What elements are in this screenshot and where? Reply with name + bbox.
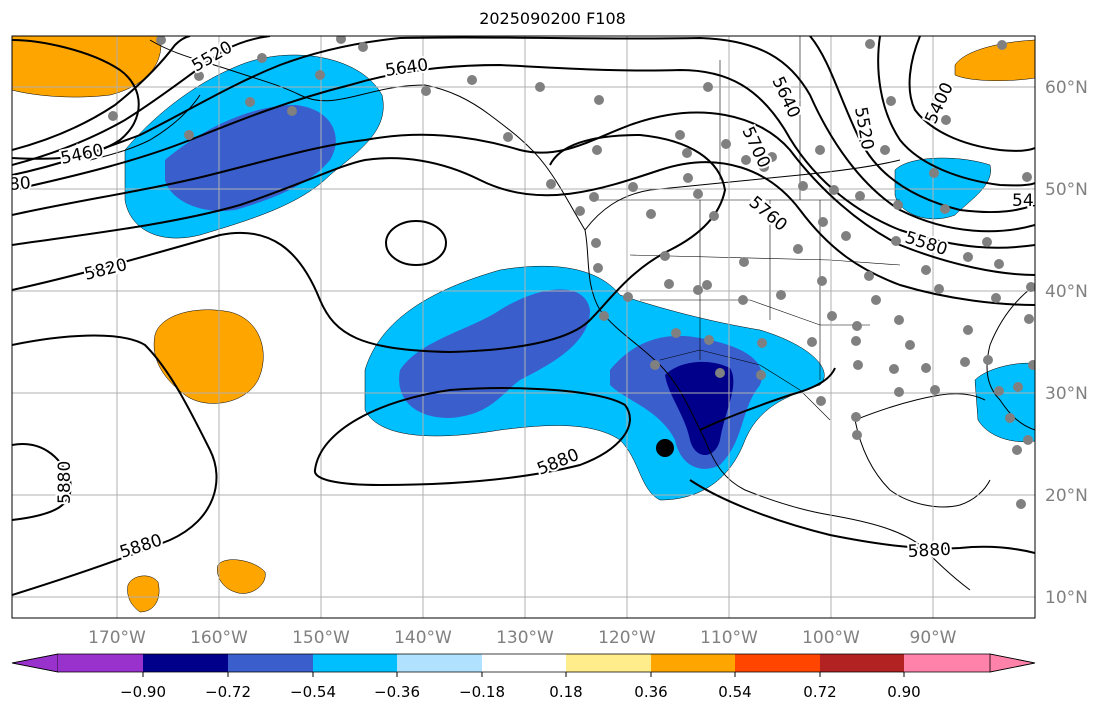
station-markers: [108, 36, 1035, 509]
contour-5580: [12, 36, 1035, 233]
contour-5880-west: [12, 443, 72, 521]
contour-label: 5880: [534, 445, 582, 480]
contour-label: 5820: [82, 255, 129, 285]
positive-anomaly-siberia: [12, 36, 162, 98]
longitude-label: 100°W: [802, 628, 860, 648]
longitude-label: 160°W: [190, 628, 248, 648]
positive-anomaly-southwest-1: [127, 575, 160, 613]
contour-5760: [12, 157, 1035, 306]
longitude-label: 170°W: [88, 628, 146, 648]
colorbar-tick-label: −0.54: [290, 683, 336, 701]
colorbar-swatch: [651, 654, 735, 672]
contour-label: 5880: [55, 461, 75, 504]
map-frame: [11, 35, 1036, 619]
colorbar-outline: [11, 653, 1036, 673]
longitude-label: 150°W: [292, 628, 350, 648]
latitude-label: 20°N: [1045, 486, 1088, 506]
negative-anomaly-florida: [974, 362, 1035, 443]
highlight-station-marker: [656, 439, 674, 457]
contour-5880-east: [689, 479, 1035, 554]
colorbar-tick-label: −0.18: [459, 683, 505, 701]
colorbar-tick-label: 0.54: [718, 683, 751, 701]
contour-label: 5760: [745, 193, 791, 236]
longitude-label: 130°W: [496, 628, 554, 648]
colorbar-swatch: [735, 654, 820, 672]
contour-5640: [12, 63, 1035, 249]
contour-label: 5580: [0, 173, 32, 197]
longitude-label: 120°W: [598, 628, 656, 648]
latitude-label: 60°N: [1045, 78, 1088, 98]
colorbar-swatch: [58, 654, 143, 672]
contour-siberia-low: [12, 39, 140, 160]
colorbar-swatch: [904, 654, 990, 672]
height-contours: [12, 36, 1035, 596]
colorbar-swatch: [820, 654, 904, 672]
colorbar-tick-label: 0.18: [549, 683, 582, 701]
colorbar-extend-low: [11, 653, 59, 673]
colorbar-tick-label: 0.90: [887, 683, 920, 701]
positive-anomaly-hawaii: [153, 309, 264, 404]
colorbar-swatch: [313, 654, 397, 672]
negative-anomaly-baja-strong: [665, 361, 734, 455]
map-area: 5520 5640 5460 5580 5820 5640 5700 5520 …: [0, 36, 1035, 618]
contour-5700: [12, 111, 1035, 276]
colorbar-swatch: [143, 654, 228, 672]
colorbar-swatch: [566, 654, 651, 672]
colorbar-extend-high: [989, 653, 1036, 673]
longitude-label: 90°W: [910, 628, 957, 648]
latitude-label: 40°N: [1045, 282, 1088, 302]
colorbar: −0.90 −0.72 −0.54 −0.36 −0.18 0.18 0.36 …: [11, 653, 1036, 701]
contour-5460: [12, 36, 1035, 187]
latitude-labels: 60°N 50°N 40°N 30°N 20°N 10°N: [1045, 78, 1088, 608]
contour-5880-central: [314, 387, 631, 487]
contour-label: 5880: [907, 540, 951, 562]
longitude-labels: 170°W 160°W 150°W 140°W 130°W 120°W 110°…: [88, 628, 957, 648]
contour-5880-southwest: [12, 334, 218, 596]
contour-label: 5460: [59, 140, 105, 169]
contour-label: 5520: [850, 105, 877, 151]
colorbar-tick-label: −0.36: [374, 683, 420, 701]
map-title: 2025090200 F108: [479, 9, 626, 28]
colorbar-tick-label: 0.72: [803, 683, 836, 701]
longitude-label: 140°W: [394, 628, 452, 648]
contour-5880-gulf: [699, 367, 836, 431]
contour-label: 54: [1012, 191, 1034, 211]
contour-high-closed: [385, 220, 447, 266]
colorbar-swatch: [482, 654, 566, 672]
contour-5400: [908, 36, 1035, 152]
graticule: [12, 36, 1035, 618]
latitude-label: 30°N: [1045, 384, 1088, 404]
negative-anomaly-pacific-core: [399, 289, 590, 418]
contour-5520: [12, 36, 1035, 214]
positive-anomaly-southwest-2: [217, 559, 266, 594]
contour-5820-north: [12, 133, 727, 354]
latitude-label: 50°N: [1045, 180, 1088, 200]
political-borders: [595, 36, 901, 421]
colorbar-tick-label: 0.36: [634, 683, 667, 701]
contour-label: 5880: [117, 530, 164, 562]
colorbar-tick-label: −0.90: [120, 683, 166, 701]
anomaly-shading: [12, 36, 1035, 613]
latitude-label: 10°N: [1045, 588, 1088, 608]
longitude-label: 110°W: [700, 628, 758, 648]
colorbar-swatch: [397, 654, 482, 672]
colorbar-swatch: [228, 654, 313, 672]
colorbar-tick-label: −0.72: [205, 683, 251, 701]
positive-anomaly-labrador: [954, 39, 1035, 81]
negative-anomaly-aleutian-core: [165, 105, 336, 211]
